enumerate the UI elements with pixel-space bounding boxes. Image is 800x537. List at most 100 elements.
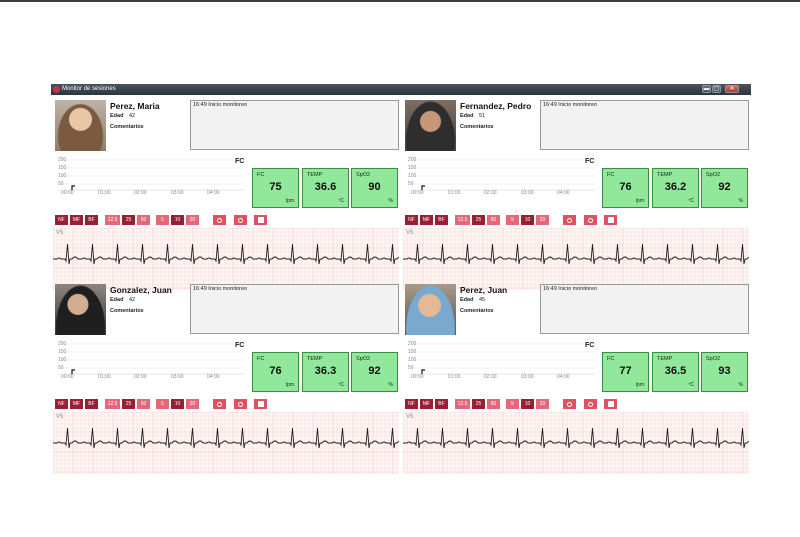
record-button[interactable]	[234, 399, 247, 409]
filter-bf-button[interactable]: BF	[435, 215, 448, 225]
record-icon	[588, 401, 593, 407]
filter-nf-button[interactable]: NF	[55, 215, 68, 225]
speed-50-button[interactable]: 50	[137, 215, 150, 225]
gain-10-button[interactable]: 10	[171, 399, 184, 409]
alarm-button[interactable]	[213, 215, 226, 225]
minimize-button[interactable]: ▬	[702, 85, 711, 93]
speed-50-button[interactable]: 50	[487, 215, 500, 225]
ecg-strip: V5	[403, 412, 749, 474]
filter-mf-button[interactable]: MF	[420, 399, 433, 409]
y-tick: 50	[58, 365, 64, 371]
stop-button[interactable]	[604, 399, 617, 409]
log-entry: 16:49 Inicio monitoreo	[193, 102, 248, 108]
gain-20-button[interactable]: 20	[186, 215, 199, 225]
title-bar: Monitor de sesiones ▬ ▢ ✕	[51, 84, 751, 95]
stop-button[interactable]	[604, 215, 617, 225]
session-monitor-window: Monitor de sesiones ▬ ▢ ✕ Edad Comentari…	[51, 84, 751, 474]
gain-5-button[interactable]: 5	[506, 399, 519, 409]
record-button[interactable]	[584, 399, 597, 409]
alarm-button[interactable]	[213, 399, 226, 409]
speed-50-button[interactable]: 50	[487, 399, 500, 409]
hr-unit: lpm	[285, 198, 294, 204]
filter-nf-button[interactable]: NF	[405, 215, 418, 225]
speed-25-button[interactable]: 25	[472, 215, 485, 225]
app-icon	[53, 86, 60, 93]
temp-label: TEMP	[657, 356, 673, 362]
gain-5-button[interactable]: 5	[156, 215, 169, 225]
gain-20-button[interactable]: 20	[186, 399, 199, 409]
speed-50-button[interactable]: 50	[137, 399, 150, 409]
speed-25-button[interactable]: 25	[122, 215, 135, 225]
event-log[interactable]: 16:49 Inicio monitoreo	[540, 284, 749, 334]
event-log[interactable]: 16:49 Inicio monitoreo	[190, 284, 399, 334]
spo2-unit: %	[388, 382, 393, 388]
speed-25-button[interactable]: 25	[122, 399, 135, 409]
stop-button[interactable]	[254, 399, 267, 409]
gain-20-button[interactable]: 20	[536, 215, 549, 225]
x-tick: 03:00	[521, 374, 534, 380]
temp-unit: ºC	[338, 198, 344, 204]
maximize-button[interactable]: ▢	[712, 85, 721, 93]
y-tick: 100	[58, 357, 67, 363]
speed-12-5-button[interactable]: 12.5	[105, 215, 120, 225]
log-entry: 16:49 Inicio monitoreo	[193, 286, 248, 292]
filter-mf-button[interactable]: MF	[420, 215, 433, 225]
gain-10-button[interactable]: 10	[171, 215, 184, 225]
hr-chart-label: FC	[585, 342, 595, 349]
record-button[interactable]	[584, 215, 597, 225]
filter-nf-button[interactable]: NF	[405, 399, 418, 409]
temp-unit: ºC	[688, 198, 694, 204]
event-log[interactable]: 16:49 Inicio monitoreo	[190, 100, 399, 150]
filter-mf-button[interactable]: MF	[70, 215, 83, 225]
age-label: Edad	[460, 113, 474, 119]
record-icon	[238, 217, 243, 223]
y-tick: 100	[58, 173, 67, 179]
temp-label: TEMP	[307, 356, 323, 362]
spo2-box: SpO2 92 %	[701, 168, 748, 208]
spo2-unit: %	[388, 198, 393, 204]
speed-12-5-button[interactable]: 12.5	[105, 399, 120, 409]
hr-trend-chart: 200 150 100 50 00:00 01:00 02:00 03:00 0…	[53, 157, 246, 201]
spo2-box: SpO2 90 %	[351, 168, 398, 208]
ecg-strip: V5	[53, 228, 399, 290]
hr-value: 77	[619, 365, 632, 377]
gain-10-button[interactable]: 10	[521, 215, 534, 225]
filter-mf-button[interactable]: MF	[70, 399, 83, 409]
record-button[interactable]	[234, 215, 247, 225]
alert-icon	[217, 217, 222, 223]
close-button[interactable]: ✕	[725, 85, 739, 93]
stop-button[interactable]	[254, 215, 267, 225]
hr-box: FC 75 lpm	[252, 168, 299, 208]
gain-5-button[interactable]: 5	[156, 399, 169, 409]
gain-10-button[interactable]: 10	[521, 399, 534, 409]
age-value: 42	[129, 297, 136, 303]
speed-25-button[interactable]: 25	[472, 399, 485, 409]
filter-nf-button[interactable]: NF	[55, 399, 68, 409]
ecg-trace	[403, 427, 749, 449]
alarm-button[interactable]	[563, 399, 576, 409]
filter-bf-button[interactable]: BF	[435, 399, 448, 409]
patient-panel-1: Perez, Maria Edad 42 Comentarios 16:49 I…	[52, 97, 399, 290]
y-tick: 100	[408, 173, 417, 179]
x-tick: 01:00	[448, 374, 461, 380]
filter-bf-button[interactable]: BF	[85, 215, 98, 225]
trend-line	[71, 185, 75, 190]
age-value: 51	[479, 113, 486, 119]
patient-panel-2: Fernandez, Pedro Edad 51 Comentarios 16:…	[402, 97, 749, 290]
speed-12-5-button[interactable]: 12.5	[455, 399, 470, 409]
hr-box: FC 77 lpm	[602, 352, 649, 392]
temp-value: 36.6	[314, 181, 337, 193]
gain-5-button[interactable]: 5	[506, 215, 519, 225]
filter-bf-button[interactable]: BF	[85, 399, 98, 409]
x-tick: 00:00	[411, 190, 424, 196]
event-log[interactable]: 16:49 Inicio monitoreo	[540, 100, 749, 150]
gain-20-button[interactable]: 20	[536, 399, 549, 409]
patient-photo	[55, 100, 106, 151]
trend-line	[421, 369, 425, 374]
patient-photo	[405, 100, 456, 151]
alert-icon	[567, 217, 572, 223]
alarm-button[interactable]	[563, 215, 576, 225]
speed-12-5-button[interactable]: 12.5	[455, 215, 470, 225]
hr-unit: lpm	[635, 382, 644, 388]
age-label: Edad	[460, 297, 474, 303]
